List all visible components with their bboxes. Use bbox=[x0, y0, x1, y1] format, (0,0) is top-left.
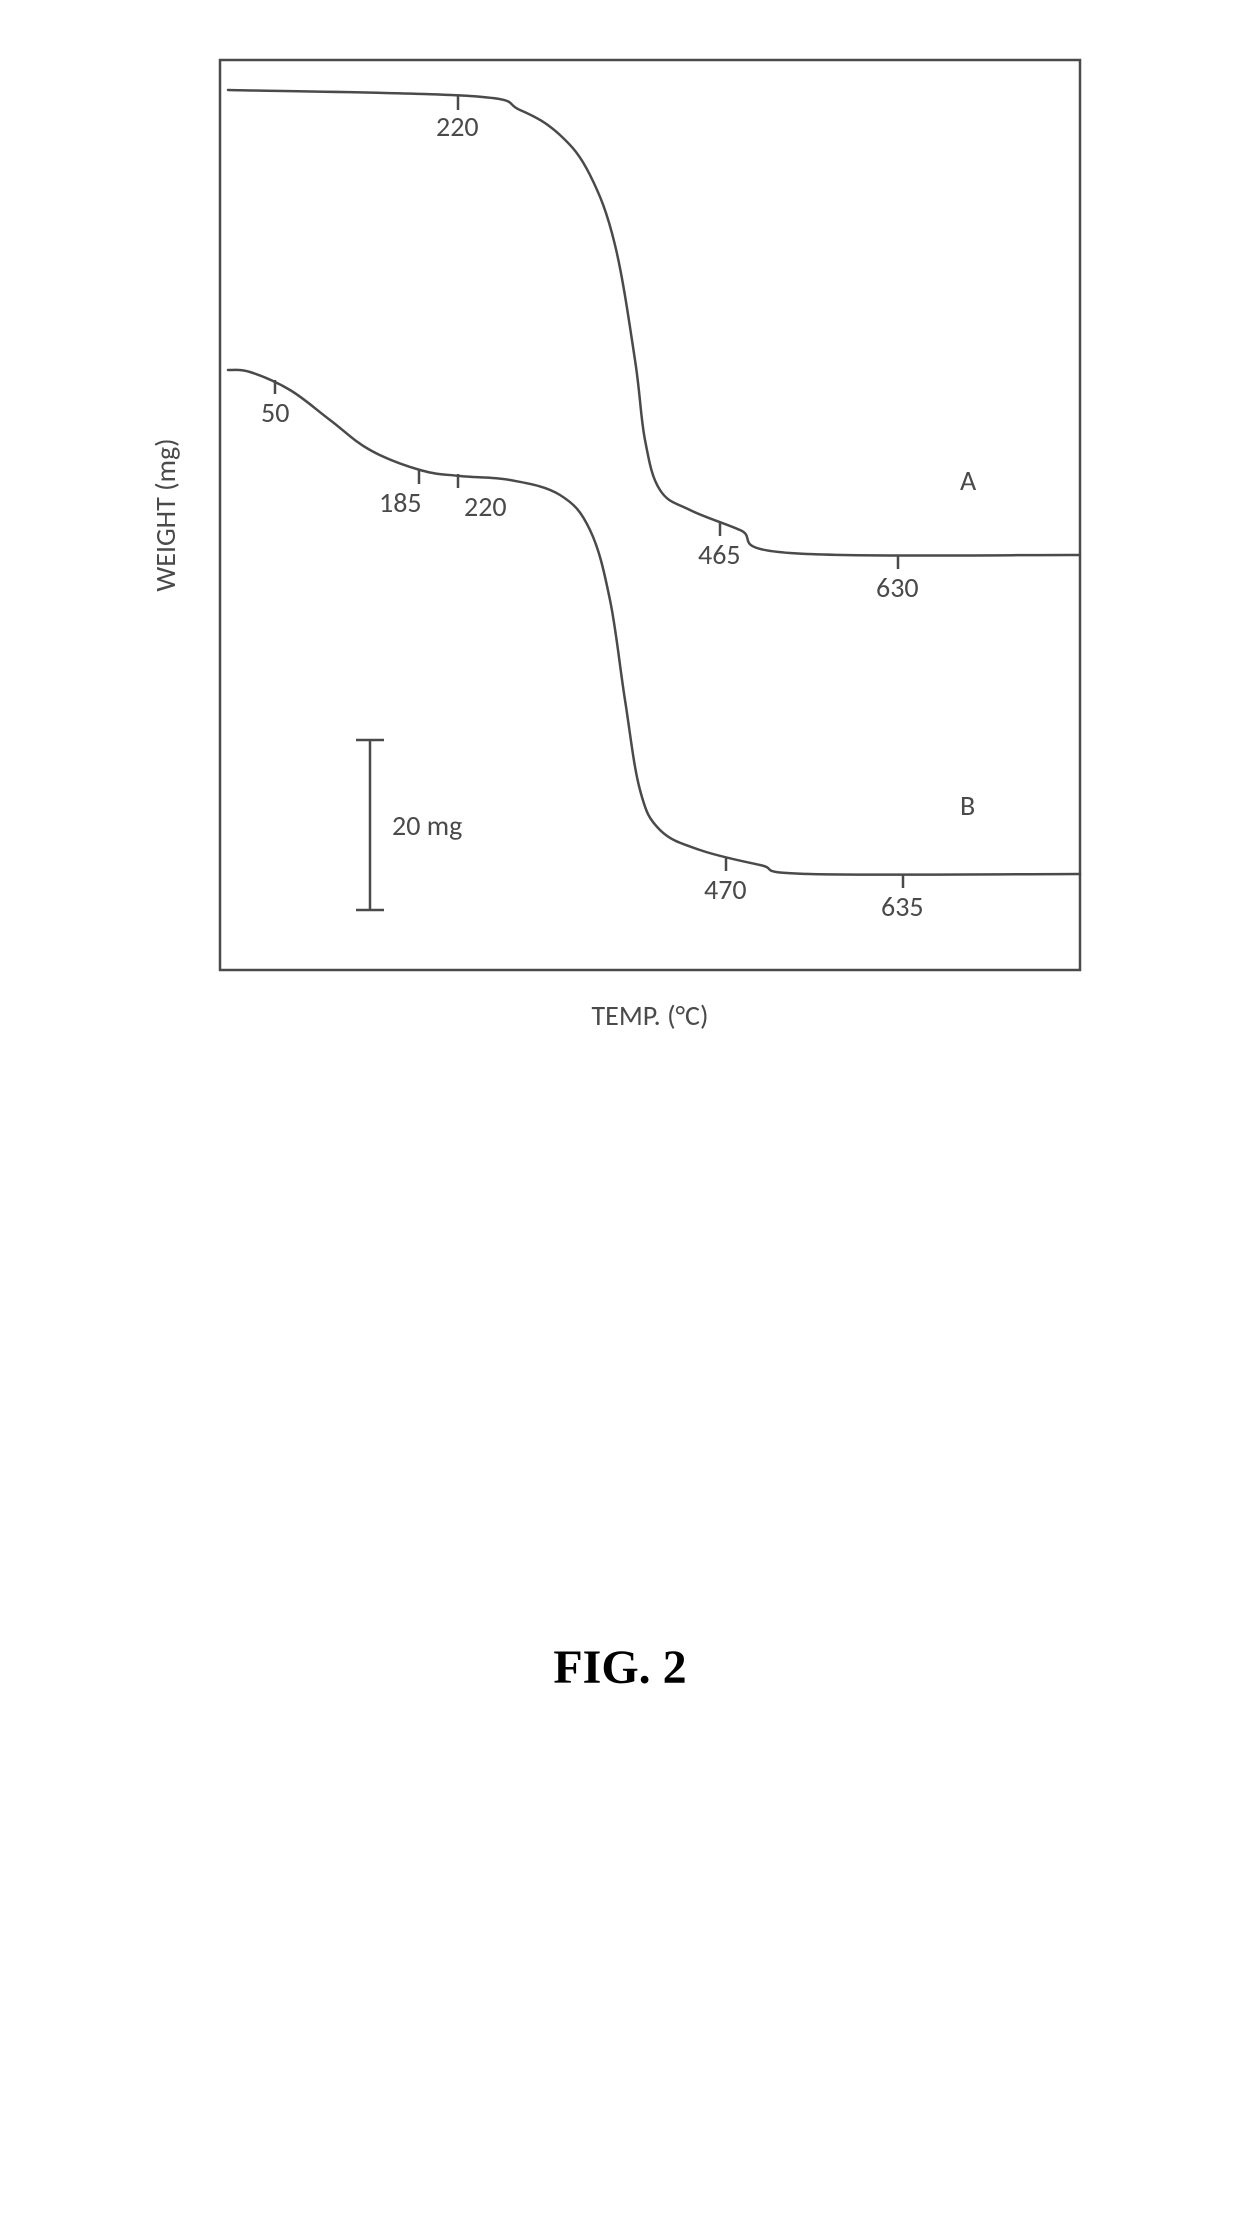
curve-a-label: 465 bbox=[698, 537, 741, 572]
curve-b-series-label: B bbox=[960, 788, 975, 823]
tga-chart: WEIGHT (mg) TEMP. (°C) 220 465 630 A 50 185 220 4… bbox=[0, 0, 1240, 1100]
page: WEIGHT (mg) TEMP. (°C) 220 465 630 A 50 185 220 4… bbox=[0, 0, 1240, 2231]
curve-b-label: 635 bbox=[881, 889, 924, 924]
x-axis-label: TEMP. (°C) bbox=[592, 998, 709, 1033]
curve-a-series-label: A bbox=[960, 463, 977, 498]
curve-b-label: 50 bbox=[261, 395, 289, 430]
y-axis-label: WEIGHT (mg) bbox=[148, 438, 183, 591]
curve-b-label: 185 bbox=[379, 485, 422, 520]
figure-caption: FIG. 2 bbox=[0, 1640, 1240, 1695]
plot-border bbox=[220, 60, 1080, 970]
curve-a-label: 630 bbox=[876, 570, 919, 605]
curve-a-label: 220 bbox=[436, 109, 479, 144]
curve-b-label: 470 bbox=[704, 872, 747, 907]
scalebar-label: 20 mg bbox=[392, 808, 462, 843]
curve-b-label: 220 bbox=[464, 489, 507, 524]
